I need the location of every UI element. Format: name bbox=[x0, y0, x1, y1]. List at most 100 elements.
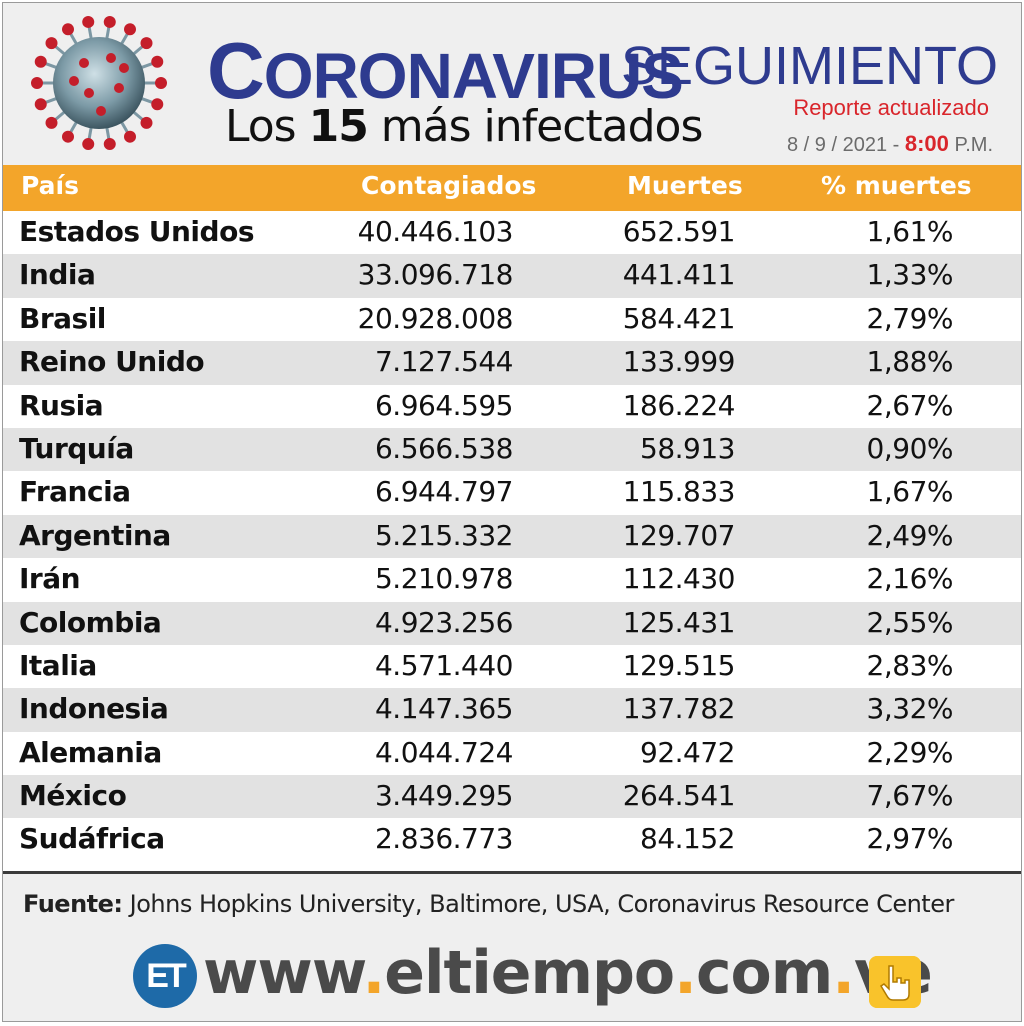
report-time: 8:00 bbox=[904, 131, 949, 156]
country-cell: Rusia bbox=[19, 388, 104, 422]
column-header-country: País bbox=[21, 171, 79, 200]
country-cell: Alemania bbox=[19, 735, 162, 769]
website-link[interactable]: www.eltiempo.com.ve bbox=[203, 938, 933, 1008]
deaths-cell: 264.541 bbox=[622, 779, 736, 813]
cases-cell: 6.944.797 bbox=[374, 475, 514, 509]
website-part: eltiempo bbox=[384, 938, 675, 1008]
deaths-cell: 112.430 bbox=[622, 562, 736, 596]
coronavirus-icon bbox=[31, 15, 167, 151]
table-row: Alemania 4.044.724 92.472 2,29% bbox=[3, 731, 1021, 776]
deaths-cell: 652.591 bbox=[622, 215, 736, 248]
pointing-hand-icon bbox=[869, 956, 921, 1008]
subtitle: Los 15 más infectados bbox=[225, 101, 704, 152]
cases-cell: 4.147.365 bbox=[374, 692, 514, 726]
table-row: Colombia 4.923.256 125.431 2,55% bbox=[3, 601, 1021, 645]
table-row: Estados Unidos 40.446.103 652.591 1,61% bbox=[3, 211, 1021, 255]
table-row: Italia 4.571.440 129.515 2,83% bbox=[3, 644, 1021, 689]
cases-cell: 4.044.724 bbox=[374, 735, 514, 769]
pct-cell: 1,61% bbox=[866, 215, 954, 248]
cases-cell: 20.928.008 bbox=[357, 301, 514, 335]
cases-cell: 33.096.718 bbox=[357, 258, 514, 292]
pct-cell: 2,49% bbox=[866, 518, 954, 552]
table-row: Francia 6.944.797 115.833 1,67% bbox=[3, 471, 1021, 515]
pct-cell: 2,55% bbox=[866, 605, 954, 639]
title-main: CORONAVIRUS bbox=[207, 25, 684, 117]
deaths-cell: 129.515 bbox=[622, 648, 736, 682]
deaths-cell: 441.411 bbox=[622, 258, 736, 292]
deaths-cell: 129.707 bbox=[622, 518, 736, 552]
deaths-cell: 92.472 bbox=[640, 735, 735, 769]
country-cell: Argentina bbox=[19, 518, 171, 552]
website-part: com bbox=[695, 938, 833, 1008]
country-cell: Estados Unidos bbox=[19, 215, 254, 248]
cases-cell: 2.836.773 bbox=[374, 822, 514, 856]
table-row: Indonesia 4.147.365 137.782 3,32% bbox=[3, 688, 1021, 732]
title-main-initial: C bbox=[207, 26, 265, 115]
table-row: Irán 5.210.978 112.430 2,16% bbox=[3, 558, 1021, 602]
table-body: Estados Unidos 40.446.103 652.591 1,61% Indi… bbox=[3, 211, 1021, 862]
report-label: Reporte actualizado bbox=[793, 95, 989, 120]
pct-cell: 2,16% bbox=[866, 562, 954, 596]
pct-cell: 2,79% bbox=[866, 301, 954, 335]
table-row: Argentina 5.215.332 129.707 2,49% bbox=[3, 514, 1021, 559]
et-logo: ET bbox=[133, 944, 197, 1008]
pct-cell: 2,29% bbox=[866, 735, 954, 769]
cases-cell: 4.923.256 bbox=[374, 605, 514, 639]
pct-cell: 1,67% bbox=[866, 475, 954, 509]
website-dot: . bbox=[674, 938, 697, 1008]
country-cell: India bbox=[19, 258, 96, 292]
cases-cell: 7.127.544 bbox=[374, 345, 514, 379]
country-cell: Brasil bbox=[19, 301, 106, 335]
cases-cell: 6.566.538 bbox=[374, 431, 514, 465]
pct-cell: 0,90% bbox=[866, 431, 954, 465]
subtitle-number: 15 bbox=[308, 101, 369, 152]
column-header-pct: % muertes bbox=[821, 171, 972, 200]
table-row: Turquía 6.566.538 58.913 0,90% bbox=[3, 427, 1021, 472]
pct-cell: 1,88% bbox=[866, 345, 954, 379]
cases-cell: 3.449.295 bbox=[374, 779, 514, 813]
deaths-cell: 584.421 bbox=[622, 301, 736, 335]
cases-cell: 6.964.595 bbox=[374, 388, 514, 422]
table-row: Brasil 20.928.008 584.421 2,79% bbox=[3, 297, 1021, 342]
source-bar: Fuente: Johns Hopkins University, Baltim… bbox=[3, 871, 1021, 938]
table-row: Rusia 6.964.595 186.224 2,67% bbox=[3, 384, 1021, 428]
title-main-rest: ORONAVIRUS bbox=[263, 40, 684, 112]
report-date: 8 / 9 / 2021 - bbox=[787, 134, 905, 156]
data-table: País Contagiados Muertes % muertes Estad… bbox=[3, 165, 1021, 876]
website-dot: . bbox=[362, 938, 385, 1008]
country-cell: México bbox=[19, 779, 127, 813]
subtitle-prefix: Los bbox=[225, 101, 309, 152]
pct-cell: 2,67% bbox=[866, 388, 954, 422]
pct-cell: 7,67% bbox=[866, 779, 954, 813]
deaths-cell: 125.431 bbox=[622, 605, 736, 639]
column-header-cases: Contagiados bbox=[361, 171, 537, 200]
cases-cell: 4.571.440 bbox=[374, 648, 514, 682]
country-cell: Irán bbox=[19, 562, 81, 596]
table-header: País Contagiados Muertes % muertes bbox=[3, 165, 1021, 211]
country-cell: Turquía bbox=[19, 431, 134, 465]
cases-cell: 5.210.978 bbox=[374, 562, 514, 596]
table-row: México 3.449.295 264.541 7,67% bbox=[3, 775, 1021, 819]
source-label: Fuente: bbox=[23, 890, 123, 918]
country-cell: Colombia bbox=[19, 605, 162, 639]
report-ampm: P.M. bbox=[948, 134, 993, 156]
pct-cell: 2,97% bbox=[866, 822, 954, 856]
pct-cell: 3,32% bbox=[866, 692, 954, 726]
table-row: India 33.096.718 441.411 1,33% bbox=[3, 254, 1021, 298]
source-text: Johns Hopkins University, Baltimore, USA… bbox=[122, 890, 955, 918]
deaths-cell: 133.999 bbox=[622, 345, 736, 379]
pct-cell: 2,83% bbox=[866, 648, 954, 682]
cases-cell: 40.446.103 bbox=[357, 215, 514, 248]
website-dot: . bbox=[832, 938, 855, 1008]
cases-cell: 5.215.332 bbox=[374, 518, 514, 552]
table-row: Reino Unido 7.127.544 133.999 1,88% bbox=[3, 341, 1021, 385]
deaths-cell: 84.152 bbox=[640, 822, 735, 856]
country-cell: Francia bbox=[19, 475, 131, 509]
report-datetime: 8 / 9 / 2021 - 8:00 P.M. bbox=[787, 131, 993, 157]
title-second: SEGUIMIENTO bbox=[621, 36, 999, 96]
subtitle-suffix: más infectados bbox=[367, 101, 704, 152]
country-cell: Reino Unido bbox=[19, 345, 205, 379]
website-part: www bbox=[203, 938, 363, 1008]
country-cell: Sudáfrica bbox=[19, 822, 165, 856]
